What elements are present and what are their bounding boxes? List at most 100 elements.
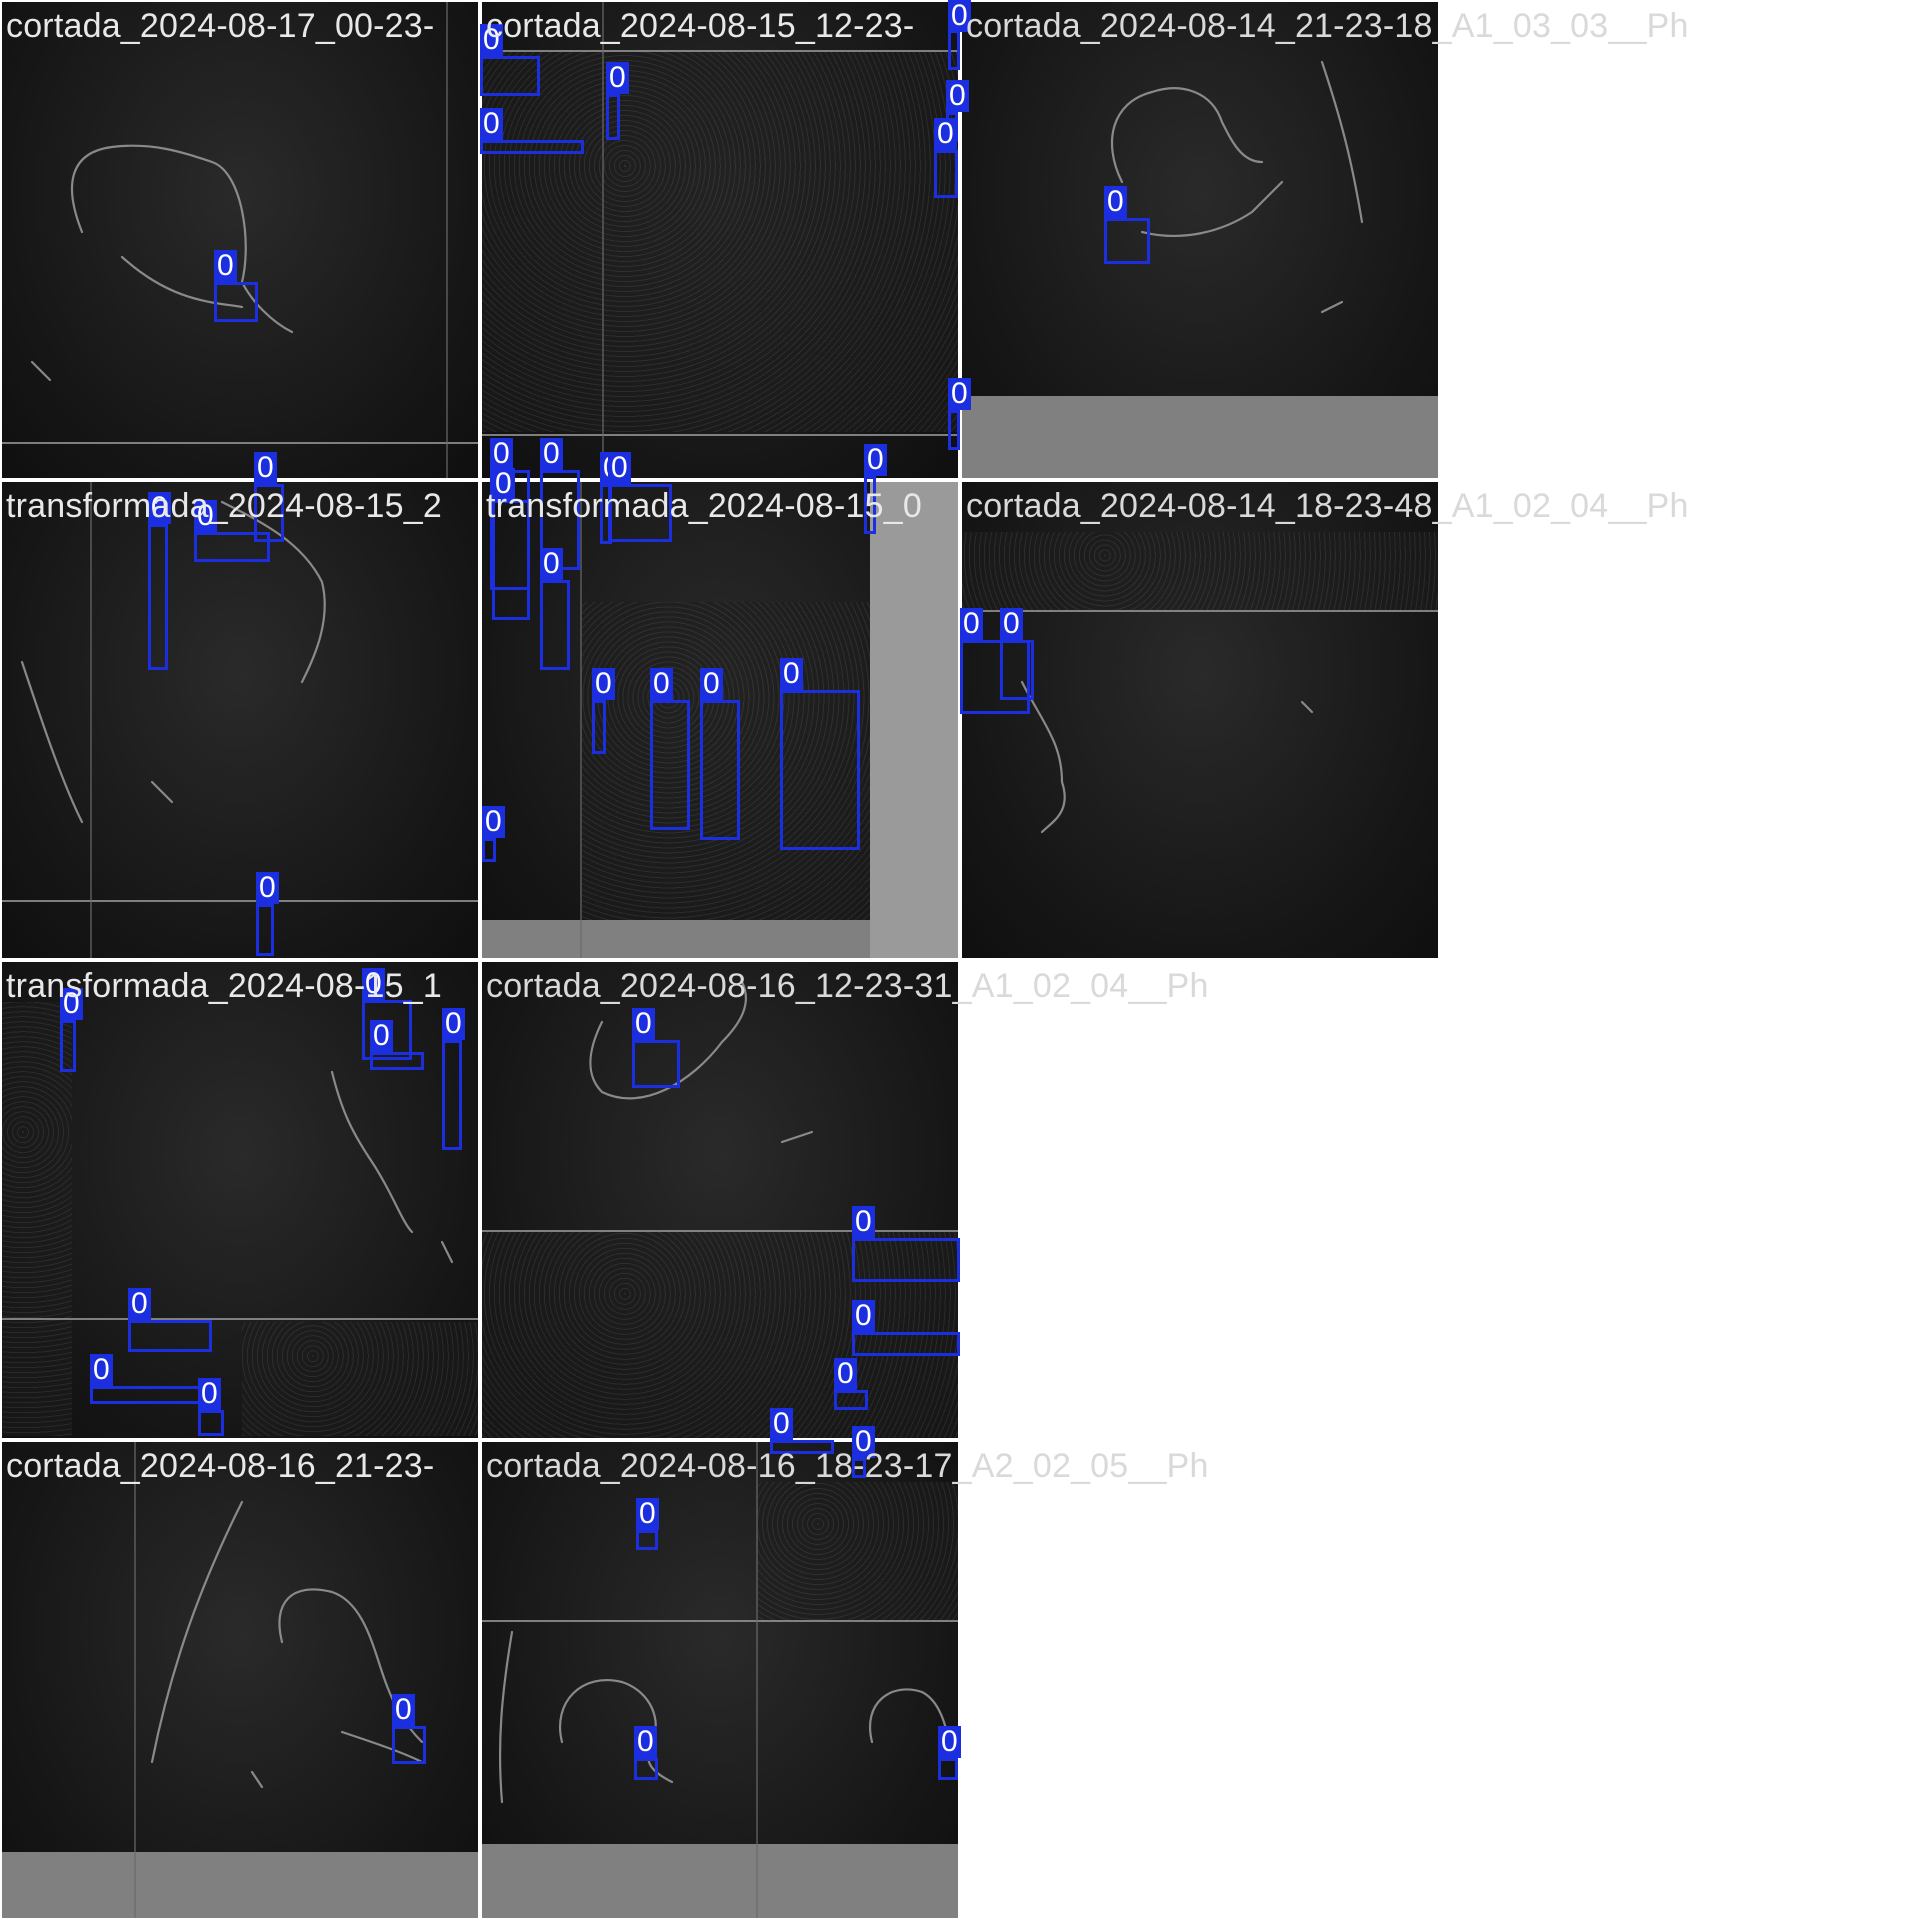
padding-region [482,920,870,958]
detection-class-label: 0 [592,668,615,700]
tile-r2c2 [482,482,958,958]
cell-structures [1110,60,1364,314]
detection-box [214,282,258,322]
detection-class-label: 0 [540,438,563,470]
detection-box [700,700,740,840]
cell-structures [330,1070,454,1264]
tile-r3c1 [2,962,478,1438]
detection-class-label: 0 [834,1358,857,1390]
detection-class-label: 0 [938,1726,961,1758]
stitch-seam [2,1318,478,1320]
detection-box [852,1332,960,1356]
detection-box [636,1530,658,1550]
cell-structures [30,144,294,382]
detection-class-label: 0 [128,1288,151,1320]
detection-class-label: 0 [606,62,629,94]
detection-class-label: 0 [1000,608,1023,640]
detection-class-label: 0 [948,378,971,410]
padding-region [482,1844,958,1918]
detection-class-label: 0 [632,1008,655,1040]
detection-class-label: 0 [780,658,803,690]
detection-box [960,640,1030,714]
detection-class-label: 0 [636,1498,659,1530]
stitch-seam [2,900,478,902]
tile-caption: cortada_2024-08-14_18-23-48_A1_02_04__Ph [966,487,1689,525]
grid-divider [0,1438,958,1442]
detection-class-label: 0 [948,0,971,32]
detection-class-label: 0 [1104,186,1127,218]
detection-box [442,1040,462,1150]
detection-box [592,700,606,754]
detection-class-label: 0 [634,1726,657,1758]
detection-box [90,1386,210,1404]
tile-r3c2 [482,962,958,1438]
detection-class-label: 0 [852,1206,875,1238]
stitch-seam [482,1620,958,1622]
tile-caption: cortada_2024-08-16_18-23-17_A2_02_05__Ph [486,1447,1209,1485]
detection-class-label: 0 [492,468,515,500]
tile-r2c3 [962,482,1438,958]
detection-box [198,1410,224,1436]
detection-class-label: 0 [442,1008,465,1040]
detection-box [606,94,620,140]
detection-class-label: 0 [490,438,513,470]
tile-caption: cortada_2024-08-16_21-23- [6,1447,435,1485]
stitch-seam [134,1442,136,1918]
stitch-seam [90,482,92,958]
cell-sheet-texture [582,602,870,920]
grid-divider [0,958,1438,962]
tile-r4c1 [2,1442,478,1918]
detection-box [60,1020,76,1072]
cell-sheet-texture [2,1002,72,1436]
detection-class-label: 0 [256,872,279,904]
detection-class-label: 0 [852,1426,875,1458]
detection-class-label: 0 [148,492,171,524]
detection-class-label: 0 [540,548,563,580]
tile-r1c1 [2,2,478,478]
detection-box [392,1726,426,1764]
detection-class-label: 0 [852,1300,875,1332]
detection-box [948,30,960,70]
detection-class-label: 0 [946,80,969,112]
cell-sheet-texture [242,1322,478,1436]
detection-box [148,524,168,670]
detection-class-label: 0 [482,806,505,838]
detection-box [128,1320,212,1352]
detection-class-label: 0 [650,668,673,700]
detection-box [852,1238,960,1282]
detection-box [948,410,960,450]
tile-r1c2 [482,2,958,478]
detection-class-label: 0 [864,444,887,476]
stitch-seam [2,442,478,444]
tile-caption: cortada_2024-08-15_12-23- [486,7,915,45]
stitch-seam [756,1442,758,1918]
detection-box [650,700,690,830]
detection-box [1000,640,1034,700]
tile-caption: transformada_2024-08-15_2 [6,487,442,525]
tile-caption: transformada_2024-08-15_0 [486,487,922,525]
padding-region [2,1852,478,1918]
stitch-seam [962,610,1438,612]
detection-class-label: 0 [700,668,723,700]
cell-sheet-texture [758,1482,958,1622]
grid-divider [0,478,1438,482]
detection-box [370,1052,424,1070]
detection-box [254,484,284,542]
cell-sheet-texture [482,1232,958,1438]
stitch-seam [482,1230,958,1232]
detection-box [480,140,584,154]
detection-box [492,500,530,620]
padding-region [870,482,958,958]
detection-class-label: 0 [960,608,983,640]
tile-r4c2 [482,1442,958,1918]
detection-class-label: 0 [254,452,277,484]
tile-caption: cortada_2024-08-17_00-23- [6,7,435,45]
detection-box [256,904,274,956]
stitch-seam [580,482,582,958]
detection-class-label: 0 [934,118,957,150]
detection-box [632,1040,680,1088]
detection-box [480,56,540,96]
stitch-seam [602,2,604,478]
detection-box [362,1000,412,1060]
detection-class-label: 0 [392,1694,415,1726]
